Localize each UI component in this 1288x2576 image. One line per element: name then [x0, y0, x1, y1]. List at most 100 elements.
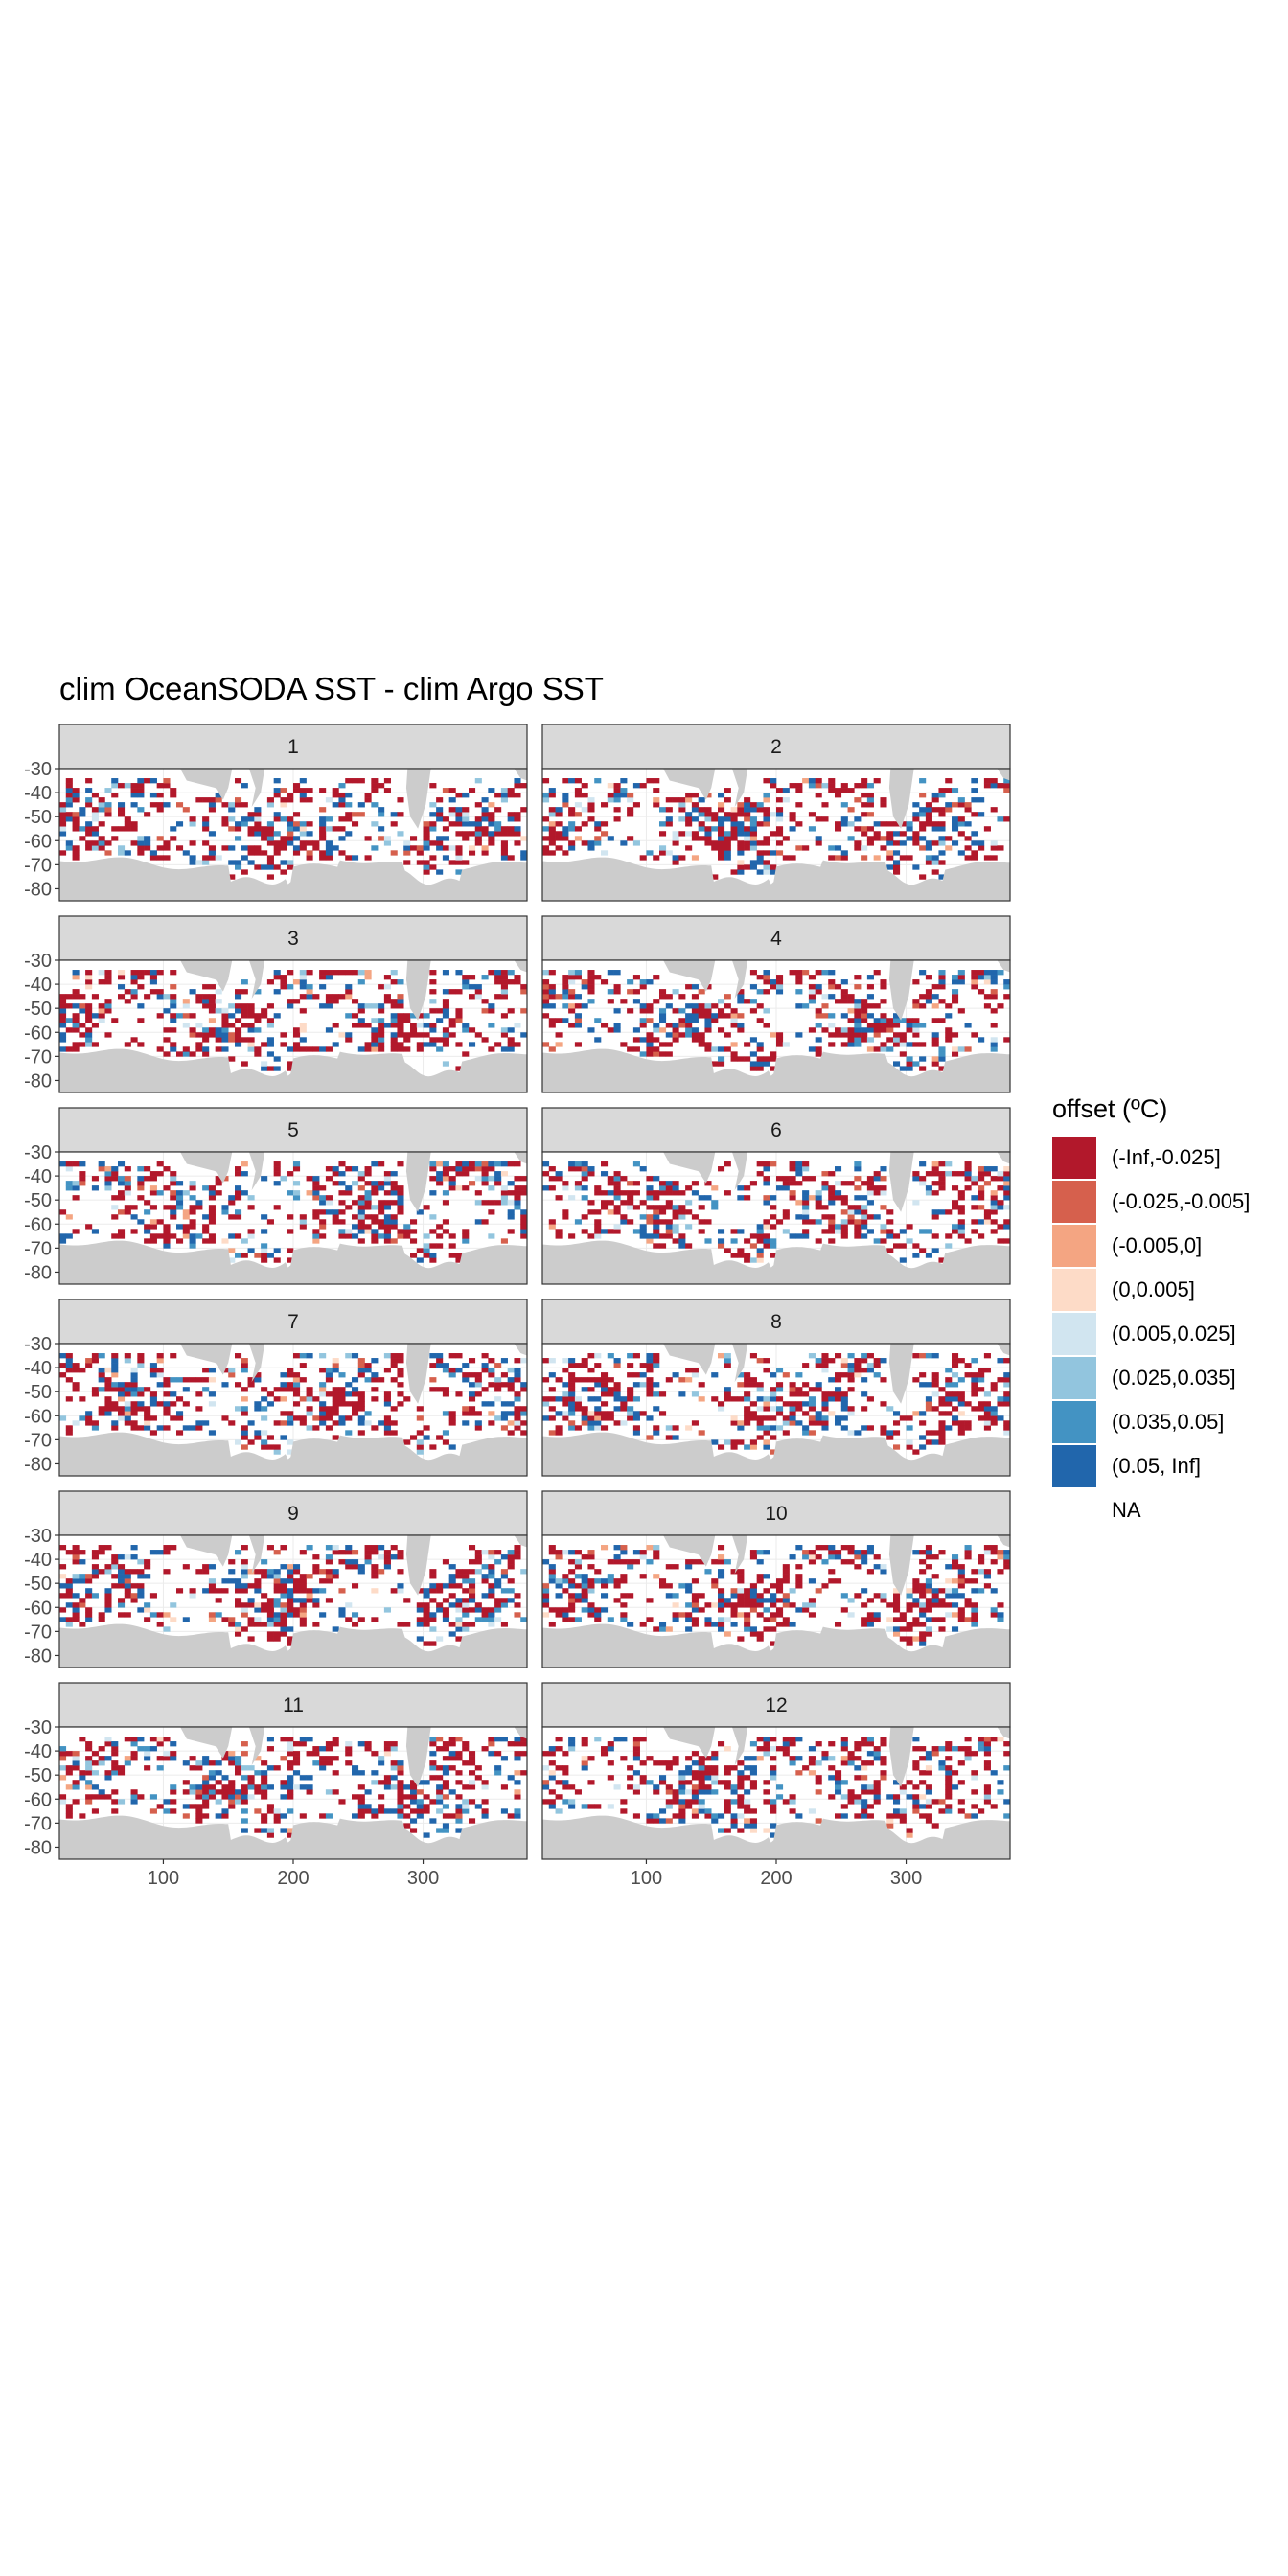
heat-cell: [854, 999, 862, 1004]
heat-cell: [997, 1200, 1004, 1206]
heat-cell: [665, 1626, 673, 1632]
heat-cell: [945, 1612, 953, 1618]
facet-strip: [58, 1682, 528, 1728]
heat-cell: [474, 1166, 482, 1172]
heat-cell: [448, 1166, 456, 1172]
heat-cell: [698, 821, 705, 827]
heat-cell: [880, 797, 887, 803]
heat-cell: [150, 1372, 157, 1378]
heat-cell: [756, 1420, 764, 1426]
heat-cell: [325, 840, 333, 846]
heat-cell: [221, 1368, 229, 1373]
heat-cell: [893, 1018, 901, 1024]
heat-cell: [899, 1229, 907, 1234]
heat-cell: [85, 1756, 93, 1761]
heat-cell: [59, 999, 67, 1004]
heat-cell: [462, 821, 470, 827]
heat-cell: [847, 836, 855, 841]
heat-cell: [241, 1368, 248, 1373]
land-new-zealand: [731, 960, 748, 1000]
heat-cell: [978, 989, 985, 995]
heat-cell: [861, 1195, 868, 1201]
heat-cell: [789, 1162, 796, 1167]
heat-cell: [118, 970, 126, 976]
heat-cell: [507, 831, 515, 837]
heat-cell: [208, 1583, 216, 1589]
heat-cell: [266, 826, 274, 832]
heat-cell: [371, 1018, 379, 1024]
heat-cell: [756, 1046, 764, 1052]
heat-cell: [338, 1190, 346, 1196]
heat-cell: [287, 1415, 294, 1421]
heat-cell: [357, 1238, 365, 1244]
heat-cell: [711, 1205, 719, 1210]
heat-cell: [247, 1439, 255, 1445]
heat-cell: [306, 1425, 313, 1431]
heat-cell: [737, 831, 745, 837]
heat-cell: [118, 1181, 126, 1186]
heat-cell: [893, 1607, 901, 1613]
heat-cell: [587, 1377, 595, 1383]
heat-cell: [925, 1406, 932, 1412]
heat-cell: [795, 1574, 803, 1579]
heat-cell: [378, 807, 385, 813]
heat-cell: [85, 979, 93, 985]
heat-cell: [795, 1003, 803, 1009]
heat-cell: [594, 1406, 602, 1412]
heat-cell: [247, 1027, 255, 1033]
heat-cell: [215, 989, 222, 995]
heat-cell: [776, 1406, 784, 1412]
heat-cell: [130, 1598, 138, 1603]
heat-cell: [737, 989, 745, 995]
heat-cell: [325, 1368, 333, 1373]
heat-cell: [507, 1229, 515, 1234]
heat-cell: [163, 778, 171, 784]
facet-panel-3: 3-30-40-50-60-70-80: [24, 915, 528, 1093]
heat-cell: [176, 1013, 184, 1019]
heat-cell: [91, 1751, 99, 1757]
heat-cell: [266, 802, 274, 808]
heat-cell: [124, 1593, 131, 1598]
heat-cell: [964, 1372, 972, 1378]
heat-cell: [254, 864, 262, 870]
heat-cell: [835, 1387, 842, 1392]
heat-cell: [607, 1617, 614, 1622]
heat-cell: [613, 1382, 621, 1388]
heat-cell: [672, 1032, 679, 1038]
heat-cell: [990, 1219, 998, 1225]
heat-cell: [749, 1439, 757, 1445]
heat-cell: [821, 1205, 829, 1210]
heat-cell: [854, 1008, 862, 1014]
heat-cell: [306, 1353, 313, 1359]
heat-cell: [737, 1439, 745, 1445]
heat-cell: [397, 812, 404, 817]
heat-cell: [235, 994, 242, 1000]
heat-cell: [72, 788, 80, 794]
heat-cell: [241, 1358, 248, 1364]
heat-cell: [562, 1578, 569, 1584]
heat-cell: [144, 1406, 151, 1412]
heat-cell: [215, 855, 222, 861]
heat-cell: [111, 778, 119, 784]
heat-cell: [111, 1214, 119, 1220]
heat-cell: [828, 1358, 836, 1364]
heat-cell: [594, 840, 602, 846]
heat-cell: [124, 850, 131, 856]
heat-cell: [514, 778, 521, 784]
heat-cell: [990, 1190, 998, 1196]
heat-cell: [72, 1185, 80, 1191]
heat-cell: [507, 1387, 515, 1392]
heat-cell: [587, 1602, 595, 1608]
heat-cell: [938, 1588, 946, 1594]
heat-cell: [990, 989, 998, 995]
heat-cell: [685, 845, 693, 851]
heat-cell: [632, 1425, 640, 1431]
heat-cell: [273, 1171, 281, 1177]
heat-cell: [273, 1578, 281, 1584]
heat-cell: [332, 1368, 339, 1373]
heat-cell: [182, 1564, 190, 1570]
heat-cell: [364, 1190, 372, 1196]
heat-cell: [163, 1612, 171, 1618]
heat-cell: [952, 840, 959, 846]
heat-cell: [72, 1027, 80, 1033]
